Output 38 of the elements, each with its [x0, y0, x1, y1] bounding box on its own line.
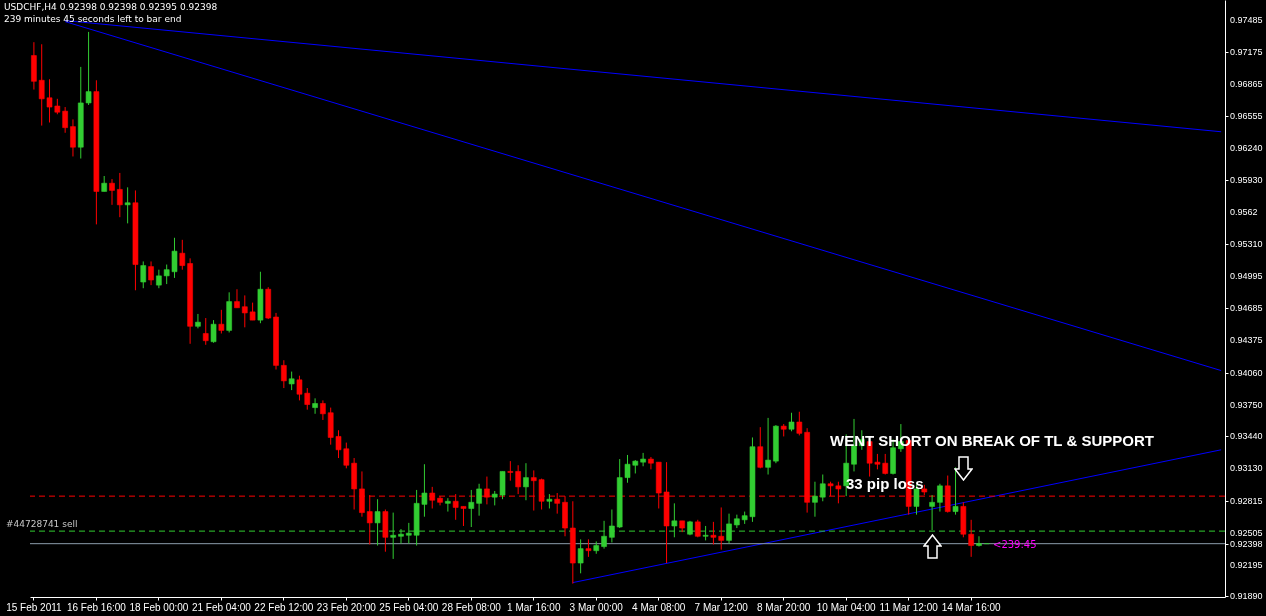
y-tick-label: 0.97485 [1230, 15, 1263, 26]
y-tick-label: 0.91890 [1230, 590, 1263, 601]
y-tick-label: 0.92195 [1230, 559, 1263, 570]
x-tick-label: 21 Feb 04:00 [191, 601, 252, 613]
y-tick-label: 0.97175 [1230, 46, 1263, 57]
y-tick-label: 0.94995 [1230, 271, 1263, 282]
x-tick-label: 22 Feb 12:00 [254, 601, 314, 613]
ref-line-label: #44728741 sell [6, 519, 78, 530]
y-tick-label: 0.94375 [1230, 335, 1263, 346]
y-tick-label: 0.96555 [1230, 110, 1263, 121]
x-tick-label: 23 Feb 20:00 [316, 601, 377, 613]
y-tick-label: 0.96240 [1230, 143, 1263, 154]
y-tick-label: 0.92505 [1230, 527, 1263, 538]
x-tick-label: 16 Feb 16:00 [66, 601, 127, 613]
x-tick-label: 11 Mar 12:00 [879, 601, 939, 613]
x-tick-label: 4 Mar 08:00 [632, 601, 686, 613]
y-tick-label: 0.96865 [1230, 78, 1263, 89]
x-tick-label: 1 Mar 16:00 [507, 601, 561, 613]
x-tick-label: 3 Mar 00:00 [569, 601, 624, 613]
x-tick-label: 14 Mar 16:00 [941, 601, 1002, 613]
x-tick-label: 15 Feb 2011 [6, 601, 63, 613]
x-tick-label: 28 Feb 08:00 [441, 601, 502, 613]
x-tick-label: 10 Mar 04:00 [816, 601, 877, 613]
chart-title: USDCHF,H4 0.92398 0.92398 0.92395 0.92398 [4, 2, 218, 12]
x-tick-label: 8 Mar 20:00 [757, 601, 811, 613]
y-tick-label: 0.9562 [1230, 207, 1258, 218]
x-tick-label: 25 Feb 04:00 [379, 601, 439, 613]
y-tick-label: 0.94685 [1230, 303, 1263, 314]
y-tick-label: 0.94060 [1230, 367, 1263, 378]
y-tick-label: 0.93750 [1230, 399, 1263, 410]
x-tick-label: 18 Feb 00:00 [129, 601, 189, 613]
y-tick-label: 0.95930 [1230, 175, 1263, 186]
y-tick-label: 0.92398 [1230, 538, 1263, 549]
y-tick-label: 0.93130 [1230, 463, 1263, 474]
y-tick-label: 0.92815 [1230, 495, 1263, 506]
x-tick-label: 7 Mar 12:00 [694, 601, 749, 613]
y-tick-label: 0.95310 [1230, 238, 1263, 249]
y-tick-label: 0.93440 [1230, 431, 1263, 442]
